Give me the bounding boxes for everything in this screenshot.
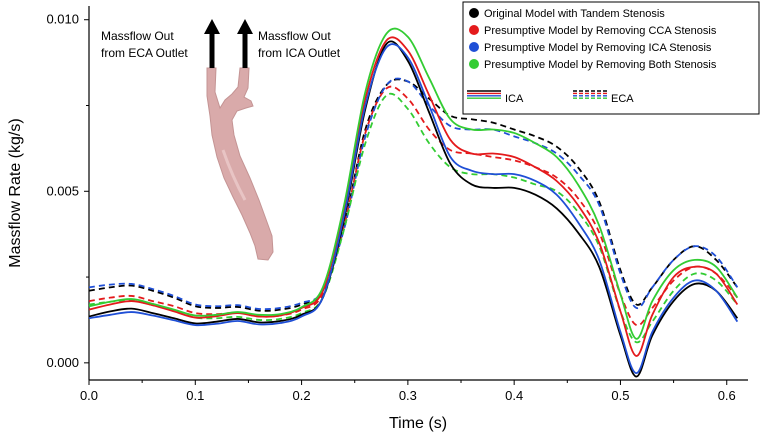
series-line-eca-4 (88, 78, 739, 312)
legend-marker (469, 59, 479, 69)
series-line-eca-6 (88, 77, 739, 311)
y-tick-label: 0.010 (46, 12, 79, 27)
legend-marker (469, 25, 479, 35)
series-line-ica-1 (88, 36, 739, 357)
eca-arrow-head-icon (204, 19, 220, 34)
legend-style-label: ICA (505, 93, 524, 105)
x-tick-label: 0.4 (505, 388, 523, 403)
legend-label: Presumptive Model by Removing CCA Stenos… (484, 25, 717, 37)
series-line-ica-3 (88, 27, 739, 340)
vessel-highlight (221, 149, 247, 201)
x-tick-label: 0.2 (293, 388, 311, 403)
legend-marker (469, 8, 479, 18)
series-group (88, 27, 739, 378)
x-tick-label: 0.6 (718, 388, 736, 403)
ica-annotation-line1: Massflow Out (258, 29, 331, 43)
y-ticks: 0.000 0.005 0.010 (46, 12, 89, 370)
legend: Original Model with Tandem Stenosis Presu… (462, 1, 760, 115)
ica-arrow-head-icon (237, 19, 253, 34)
legend-label: Presumptive Model by Removing ICA Stenos… (484, 42, 712, 54)
legend-box (462, 1, 760, 115)
y-axis-title: Massflow Rate (kg/s) (7, 118, 24, 267)
y-tick-label: 0.000 (46, 355, 79, 370)
series-line-eca-5 (88, 85, 739, 327)
x-tick-label: 0.3 (399, 388, 417, 403)
ica-annotation-line2: from ICA Outlet (258, 46, 341, 60)
vessel-illustration: Massflow Out from ECA Outlet Massflow Ou… (101, 19, 341, 261)
x-tick-label: 0.0 (80, 388, 98, 403)
carotid-vessel-shape (206, 67, 274, 261)
legend-marker (469, 42, 479, 52)
eca-annotation-line2: from ECA Outlet (101, 46, 188, 60)
y-tick-label: 0.005 (46, 183, 79, 198)
x-tick-label: 0.5 (611, 388, 629, 403)
x-tick-label: 0.1 (186, 388, 204, 403)
legend-label: Original Model with Tandem Stenosis (484, 8, 665, 20)
series-line-ica-0 (88, 40, 739, 378)
legend-entries: Original Model with Tandem Stenosis Presu… (469, 8, 717, 71)
legend-style-label: ECA (611, 93, 634, 105)
legend-label: Presumptive Model by Removing Both Steno… (484, 59, 717, 71)
legend-style-entries: ICA ECA (467, 90, 634, 105)
x-ticks: 0.0 0.1 0.2 0.3 0.4 0.5 0.6 (80, 380, 736, 403)
x-axis-title: Time (s) (389, 415, 447, 432)
series-line-ica-2 (88, 43, 739, 375)
eca-annotation-line1: Massflow Out (101, 29, 174, 43)
